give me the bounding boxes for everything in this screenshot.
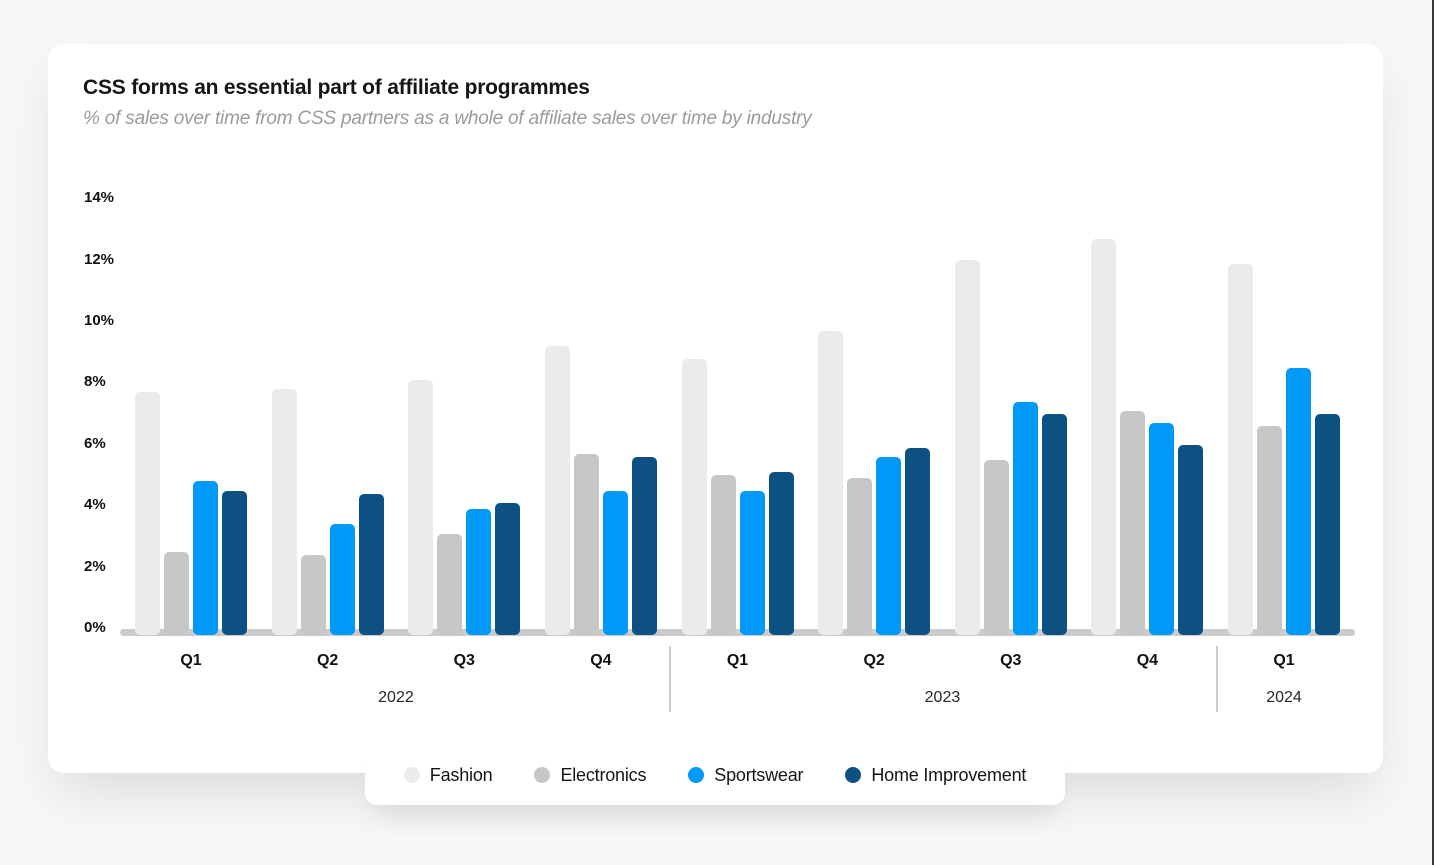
- bar-electronics: [573, 454, 599, 635]
- y-tick-label: 4%: [84, 496, 106, 514]
- bar-group: [1228, 264, 1340, 635]
- bar-sportswear: [1012, 402, 1038, 635]
- bar-electronics: [983, 460, 1009, 635]
- y-tick-label: 2%: [84, 557, 106, 575]
- y-tick-label: 12%: [84, 250, 115, 268]
- chart-card: CSS forms an essential part of affiliate…: [48, 44, 1383, 773]
- legend-label: Fashion: [429, 764, 493, 785]
- bar-home-improvement: [1178, 445, 1204, 635]
- bar-electronics: [847, 478, 873, 635]
- bar-home-improvement: [1041, 414, 1067, 635]
- bar-home-improvement: [631, 457, 657, 635]
- bar-fashion: [408, 380, 434, 635]
- bar-group: [135, 392, 247, 635]
- quarter-label: Q2: [863, 652, 885, 669]
- bar-electronics: [300, 555, 326, 635]
- x-axis-quarter-labels: Q1 Q2 Q3 Q4 Q1 Q2 Q3 Q4 Q1: [120, 650, 1355, 672]
- bar-electronics: [164, 552, 189, 635]
- year-label: 2023: [924, 689, 961, 706]
- year-label: 2024: [1266, 689, 1302, 706]
- quarter-label: Q1: [726, 652, 749, 669]
- chart-title: CSS forms an essential part of affiliate…: [83, 76, 590, 99]
- bar-group: [818, 331, 931, 635]
- bar-electronics: [1120, 411, 1146, 635]
- bar-sportswear: [1286, 368, 1311, 635]
- bar-fashion: [954, 260, 980, 635]
- quarter-label: Q4: [1136, 652, 1159, 669]
- bar-group: [681, 359, 794, 635]
- bar-group: [954, 260, 1067, 635]
- quarter-label: Q3: [453, 652, 475, 669]
- screen-right-border: [1432, 0, 1434, 865]
- bar-home-improvement: [358, 494, 384, 635]
- bar-group: [408, 380, 521, 635]
- bar-group: [271, 389, 384, 635]
- quarter-label: Q1: [180, 652, 202, 669]
- bar-electronics: [1257, 426, 1282, 635]
- legend-swatch-icon: [534, 767, 551, 783]
- plot-area: [120, 190, 1355, 635]
- bar-home-improvement: [495, 503, 521, 635]
- bar-chart: 0% 2% 4% 6% 8% 10% 12% 14% Q1 Q2 Q3 Q4 Q1 Q2 Q3 Q4 Q1 2…: [48, 44, 1383, 773]
- bar-sportswear: [602, 491, 628, 635]
- bar-home-improvement: [768, 472, 794, 635]
- bar-electronics: [710, 475, 736, 635]
- y-tick-label: 0%: [84, 619, 106, 636]
- legend-item-home-improvement: Home Improvement: [845, 765, 1026, 786]
- y-tick-label: 8%: [84, 373, 106, 391]
- y-tick-label: 6%: [84, 434, 106, 452]
- quarter-label: Q1: [1273, 652, 1295, 669]
- bar-fashion: [1091, 239, 1117, 635]
- bar-sportswear: [193, 481, 218, 635]
- bar-sportswear: [1149, 423, 1175, 635]
- bar-sportswear: [876, 457, 902, 635]
- bar-fashion: [818, 331, 844, 635]
- chart-subtitle: % of sales over time from CSS partners a…: [83, 108, 812, 129]
- legend-label: Home Improvement: [871, 764, 1027, 785]
- year-divider: [669, 646, 672, 712]
- bar-fashion: [271, 389, 297, 635]
- bar-home-improvement: [905, 448, 931, 635]
- year-label: 2022: [378, 689, 414, 706]
- legend-item-fashion: Fashion: [403, 764, 493, 786]
- legend-item-sportswear: Sportswear: [688, 764, 804, 786]
- quarter-label: Q2: [316, 652, 339, 669]
- bar-fashion: [544, 346, 570, 635]
- legend-item-electronics: Electronics: [534, 765, 646, 786]
- bar-fashion: [135, 392, 160, 635]
- legend-swatch-icon: [845, 767, 862, 783]
- bar-fashion: [681, 359, 707, 635]
- y-tick-label: 10%: [84, 312, 115, 329]
- bar-sportswear: [329, 524, 355, 635]
- bar-group: [544, 346, 657, 635]
- legend-label: Electronics: [560, 764, 647, 785]
- bar-sportswear: [739, 491, 765, 635]
- bar-sportswear: [466, 509, 492, 635]
- year-divider: [1215, 646, 1218, 712]
- legend-swatch-icon: [403, 767, 420, 783]
- bar-electronics: [437, 534, 463, 635]
- chart-legend: Fashion Electronics Sportswear Home Improve…: [365, 745, 1065, 805]
- quarter-label: Q3: [1000, 652, 1022, 669]
- bar-home-improvement: [1315, 414, 1340, 635]
- bar-fashion: [1228, 264, 1253, 635]
- legend-swatch-icon: [688, 767, 705, 783]
- legend-label: Sportswear: [714, 764, 804, 785]
- x-axis-baseline: [120, 629, 1355, 636]
- bar-home-improvement: [222, 491, 247, 635]
- y-tick-label: 14%: [84, 189, 115, 207]
- bar-group: [1091, 239, 1204, 635]
- quarter-label: Q4: [590, 652, 612, 669]
- y-axis: 0% 2% 4% 6% 8% 10% 12% 14%: [84, 44, 154, 773]
